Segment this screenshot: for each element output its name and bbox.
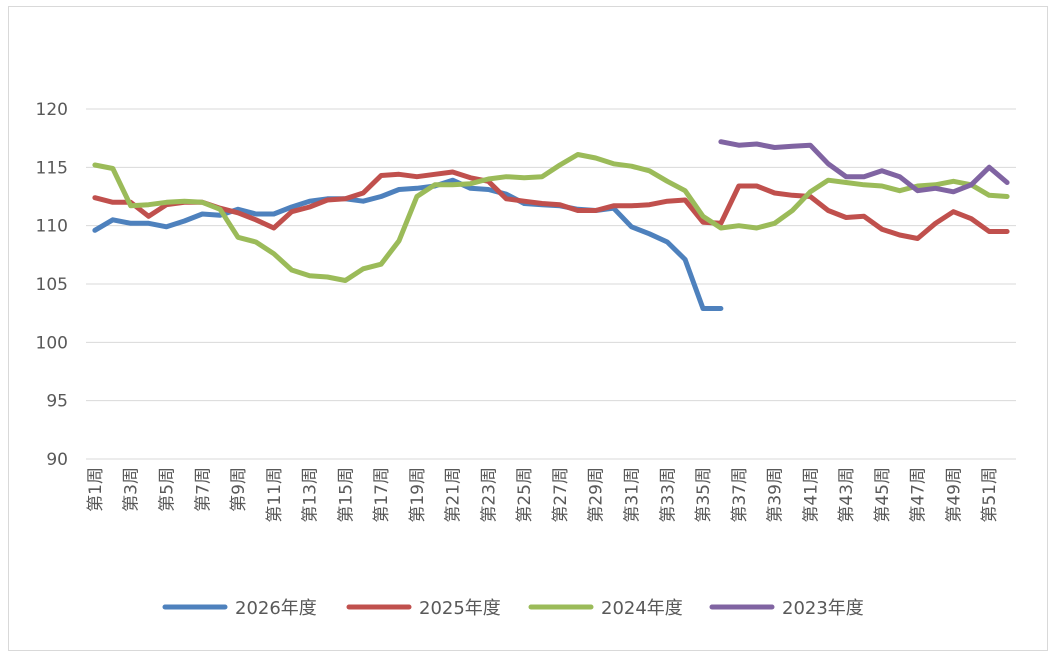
x-tick-label: 第13周 <box>301 467 321 523</box>
x-tick-label: 第49周 <box>944 467 964 523</box>
x-tick-label: 第7周 <box>193 467 213 512</box>
y-tick-label: 115 <box>36 158 68 178</box>
x-tick-label: 第23周 <box>479 467 499 523</box>
x-tick-label: 第17周 <box>372 467 392 523</box>
x-tick-label: 第19周 <box>408 467 428 523</box>
x-tick-label: 第47周 <box>909 467 929 523</box>
y-tick-label: 110 <box>36 217 68 237</box>
legend-item-2024年度: 2024年度 <box>528 598 683 619</box>
x-axis: 第1周 第3周 第5周 第7周 第9周 第11周 第13周 第15周 第17周 第19周 第21周第… <box>86 458 1016 523</box>
x-tick-label: 第39周 <box>766 467 786 523</box>
gridlines <box>86 108 1016 460</box>
y-tick-label: 100 <box>36 333 68 353</box>
x-tick-label: 第43周 <box>837 467 857 523</box>
series-line-2025年度 <box>92 169 1010 241</box>
legend-label: 2023年度 <box>782 598 864 619</box>
legend-label: 2026年度 <box>235 598 317 619</box>
x-tick-label: 第3周 <box>122 467 142 512</box>
x-tick-label: 第41周 <box>801 467 821 523</box>
legend: 2026年度 2025年度 2024年度 2023年度 <box>162 598 864 619</box>
y-axis: 90 95 100 105 110 115 120 <box>36 100 68 470</box>
x-tick-label: 第33周 <box>658 467 678 523</box>
x-tick-label: 第21周 <box>444 467 464 523</box>
series-lines <box>92 139 1010 311</box>
y-tick-label: 120 <box>36 100 68 120</box>
x-tick-label: 第9周 <box>229 467 249 512</box>
y-tick-label: 90 <box>46 450 68 470</box>
x-tick-label: 第1周 <box>86 467 106 512</box>
x-tick-label: 第11周 <box>265 467 285 523</box>
series-line-2023年度 <box>718 139 1010 195</box>
legend-label: 2025年度 <box>419 598 501 619</box>
legend-label: 2024年度 <box>601 598 683 619</box>
x-tick-label: 第25周 <box>515 467 535 523</box>
chart-frame <box>8 6 1048 651</box>
x-tick-label: 第5周 <box>157 467 177 512</box>
x-tick-label: 第31周 <box>622 467 642 523</box>
x-tick-label: 第37周 <box>730 467 750 523</box>
series-line-2024年度 <box>92 152 1010 283</box>
legend-item-2026年度: 2026年度 <box>162 598 317 619</box>
x-tick-label: 第15周 <box>336 467 356 523</box>
legend-item-2025年度: 2025年度 <box>346 598 501 619</box>
x-tick-label: 第29周 <box>587 467 607 523</box>
x-tick-label: 第35周 <box>694 467 714 523</box>
y-tick-label: 95 <box>46 392 68 412</box>
x-tick-label: 第27周 <box>551 467 571 523</box>
legend-item-2023年度: 2023年度 <box>709 598 864 619</box>
x-tick-label: 第51周 <box>980 467 1000 523</box>
series-line-2026年度 <box>92 177 724 311</box>
x-tick-label: 第45周 <box>873 467 893 523</box>
y-tick-label: 105 <box>36 275 68 295</box>
